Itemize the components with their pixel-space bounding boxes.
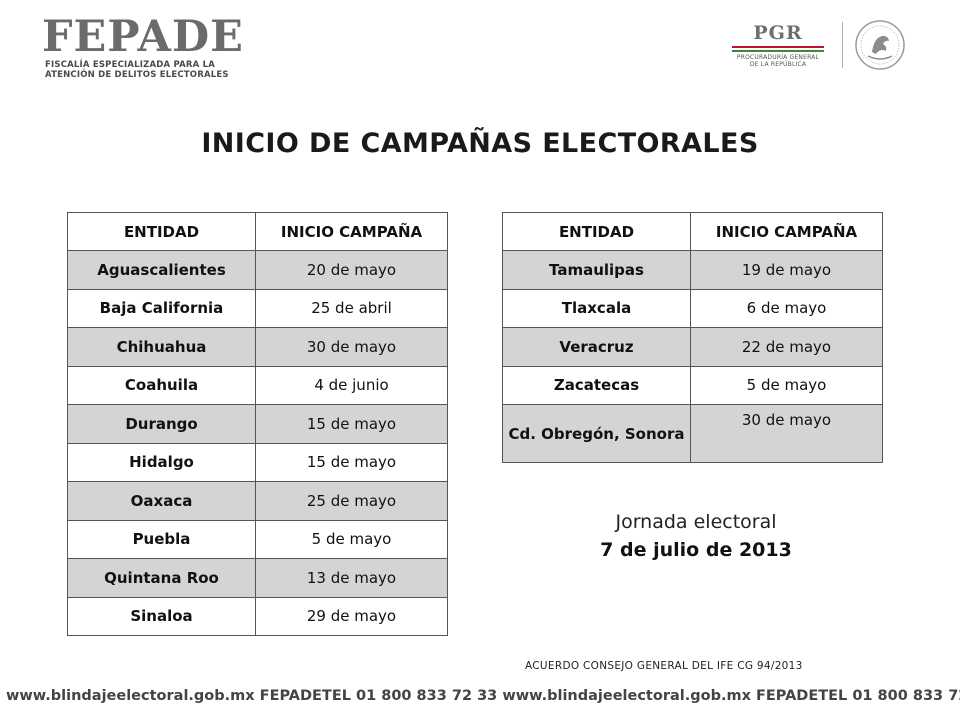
inicio-cell: 30 de mayo (690, 404, 883, 463)
acuerdo-reference: ACUERDO CONSEJO GENERAL DEL IFE CG 94/20… (525, 660, 803, 672)
fepade-logo-subtitle-2: ATENCIÓN DE DELITOS ELECTORALES (45, 70, 229, 80)
column-header-inicio: INICIO CAMPAÑA (690, 212, 883, 251)
pgr-logo-subtitle-2: DE LA REPÚBLICA (749, 61, 807, 68)
table-row: Chihuahua 30 de mayo (67, 327, 448, 367)
entidad-cell: Zacatecas (502, 365, 691, 405)
table-row: Baja California 25 de abril (67, 288, 448, 328)
entidad-cell: Chihuahua (67, 327, 256, 367)
footer-contact-bar: www.blindajeelectoral.gob.mx FEPADETEL 0… (0, 682, 960, 720)
entidad-cell: Oaxaca (67, 481, 256, 521)
entidad-cell: Coahuila (67, 365, 256, 405)
entidad-cell: Veracruz (502, 327, 691, 367)
inicio-cell: 29 de mayo (255, 596, 448, 636)
inicio-cell: 15 de mayo (255, 404, 448, 444)
inicio-cell: 30 de mayo (255, 327, 448, 367)
table-row: Coahuila 4 de junio (67, 365, 448, 405)
table-row: Tlaxcala 6 de mayo (502, 288, 883, 328)
entidad-cell: Durango (67, 404, 256, 444)
table-row: Veracruz 22 de mayo (502, 327, 883, 367)
pgr-logo-word: PGR (753, 22, 803, 44)
entidad-cell: Aguascalientes (67, 250, 256, 290)
inicio-cell: 20 de mayo (255, 250, 448, 290)
inicio-cell: 6 de mayo (690, 288, 883, 328)
table-row: Hidalgo 15 de mayo (67, 442, 448, 482)
inicio-cell: 25 de abril (255, 288, 448, 328)
pgr-logo-subtitle-1: PROCURADURÍA GENERAL (736, 54, 820, 61)
inicio-cell: 5 de mayo (690, 365, 883, 405)
entidad-cell: Baja California (67, 288, 256, 328)
fepade-logo-word: FEPADE (42, 12, 244, 62)
jornada-electoral: Jornada electoral 7 de julio de 2013 (502, 508, 890, 564)
inicio-cell: 13 de mayo (255, 558, 448, 598)
fepade-logo-subtitle-1: FISCALÍA ESPECIALIZADA PARA LA (45, 60, 215, 70)
entidad-cell: Hidalgo (67, 442, 256, 482)
inicio-cell: 5 de mayo (255, 519, 448, 559)
table-row: Tamaulipas 19 de mayo (502, 250, 883, 290)
table-row: Puebla 5 de mayo (67, 519, 448, 559)
entidad-cell: Sinaloa (67, 596, 256, 636)
inicio-cell: 22 de mayo (690, 327, 883, 367)
pgr-logo-stripes (732, 46, 824, 52)
table-row: Quintana Roo 13 de mayo (67, 558, 448, 598)
pgr-logo: PGR PROCURADURÍA GENERAL DE LA REPÚBLICA (728, 22, 828, 72)
inicio-cell: 25 de mayo (255, 481, 448, 521)
table-row: Zacatecas 5 de mayo (502, 365, 883, 405)
table-row: Durango 15 de mayo (67, 404, 448, 444)
entidad-cell: Tamaulipas (502, 250, 691, 290)
entidad-cell: Tlaxcala (502, 288, 691, 328)
inicio-cell: 15 de mayo (255, 442, 448, 482)
table-row: Aguascalientes 20 de mayo (67, 250, 448, 290)
campaign-table-left: ENTIDAD INICIO CAMPAÑA Aguascalientes 20… (67, 212, 448, 636)
page-title: INICIO DE CAMPAÑAS ELECTORALES (201, 128, 759, 159)
table-row: Cd. Obregón, Sonora 30 de mayo (502, 404, 883, 463)
inicio-cell: 4 de junio (255, 365, 448, 405)
column-header-inicio: INICIO CAMPAÑA (255, 212, 448, 251)
campaign-table-right: ENTIDAD INICIO CAMPAÑA Tamaulipas 19 de … (502, 212, 883, 463)
inicio-cell: 19 de mayo (690, 250, 883, 290)
jornada-date: 7 de julio de 2013 (600, 539, 792, 561)
column-header-entidad: ENTIDAD (502, 212, 691, 251)
table-row: Oaxaca 25 de mayo (67, 481, 448, 521)
national-seal-icon (855, 20, 905, 70)
logo-divider (842, 22, 843, 68)
column-header-entidad: ENTIDAD (67, 212, 256, 251)
entidad-cell: Cd. Obregón, Sonora (502, 404, 691, 463)
entidad-cell: Puebla (67, 519, 256, 559)
fepade-logo: FEPADE FISCALÍA ESPECIALIZADA PARA LA AT… (42, 12, 244, 82)
entidad-cell: Quintana Roo (67, 558, 256, 598)
jornada-label: Jornada electoral (615, 511, 777, 533)
table-row: Sinaloa 29 de mayo (67, 596, 448, 636)
